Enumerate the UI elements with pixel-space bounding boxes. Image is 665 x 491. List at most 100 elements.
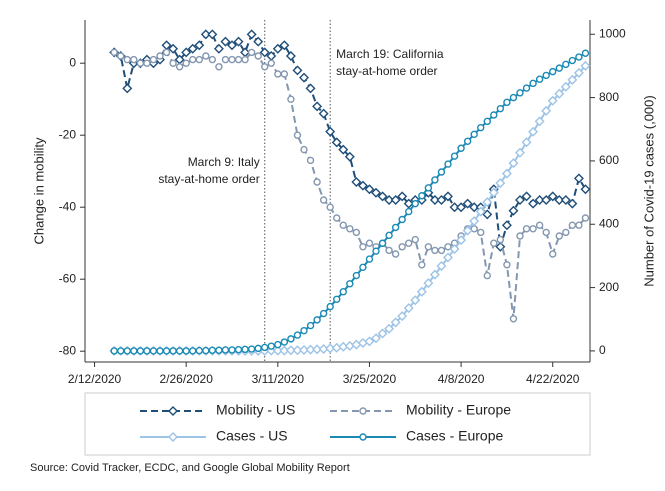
marker-circle <box>391 223 400 232</box>
marker-diamond <box>227 40 237 51</box>
marker-circle <box>424 243 433 251</box>
marker-diamond <box>482 209 493 220</box>
marker-diamond <box>168 43 179 54</box>
marker-circle <box>470 130 478 139</box>
marker-circle <box>411 199 419 208</box>
marker-circle <box>496 235 505 244</box>
y-tick-label: -40 <box>59 199 77 213</box>
marker-circle <box>123 347 131 355</box>
annotation-text: stay-at-home order <box>336 64 437 78</box>
marker-circle <box>254 344 262 353</box>
marker-diamond <box>318 108 329 119</box>
marker-circle <box>522 84 531 92</box>
marker-diamond <box>220 36 231 47</box>
marker-circle <box>136 347 145 355</box>
marker-circle <box>339 221 347 229</box>
x-tick-label: 4/22/2020 <box>526 372 580 386</box>
annotation-text: March 9: Italy <box>188 155 260 169</box>
marker-circle <box>385 246 393 255</box>
marker-circle <box>431 176 439 184</box>
source-note: Source: Covid Tracker, ECDC, and Google … <box>30 462 350 474</box>
marker-circle <box>247 48 256 57</box>
marker-diamond <box>285 51 296 61</box>
marker-circle <box>490 111 498 119</box>
marker-diamond <box>560 81 571 92</box>
marker-circle <box>424 184 433 192</box>
marker-circle <box>346 280 354 288</box>
marker-diamond <box>501 220 512 231</box>
marker-diamond <box>390 317 401 328</box>
marker-diamond <box>521 137 532 148</box>
marker-circle <box>398 243 406 251</box>
marker-diamond <box>534 116 545 127</box>
marker-diamond <box>469 216 480 227</box>
x-tick-label: 4/8/2020 <box>438 372 485 386</box>
marker-circle <box>346 225 354 233</box>
marker-diamond <box>351 177 362 187</box>
marker-circle <box>457 144 465 152</box>
marker-circle <box>529 225 537 233</box>
marker-diamond <box>456 202 467 213</box>
y2-tick-label: 400 <box>599 216 619 230</box>
marker-diamond <box>515 195 525 205</box>
marker-circle <box>339 288 347 296</box>
marker-circle <box>352 228 361 237</box>
marker-circle <box>267 342 275 350</box>
marker-circle <box>149 55 158 64</box>
marker-circle <box>463 137 472 145</box>
marker-circle <box>143 347 151 355</box>
marker-diamond <box>344 340 355 351</box>
marker-circle <box>529 79 537 88</box>
marker-circle <box>313 178 321 186</box>
marker-diamond <box>194 40 205 51</box>
y2-axis-title: Number of Covid-19 cases (,000) <box>641 95 656 286</box>
marker-diamond <box>272 345 283 356</box>
x-tick-label: 3/11/2020 <box>252 372 305 386</box>
marker-diamond <box>371 333 381 344</box>
marker-circle <box>261 343 269 352</box>
marker-circle <box>117 347 125 355</box>
marker-circle <box>175 63 184 71</box>
marker-diamond <box>410 295 421 306</box>
marker-diamond <box>299 72 309 83</box>
marker-circle <box>535 75 544 83</box>
marker-circle <box>365 239 374 247</box>
y2-tick-label: 0 <box>599 343 606 357</box>
annotation-text: March 19: California <box>336 47 444 61</box>
marker-circle <box>516 232 524 240</box>
marker-diamond <box>371 187 381 198</box>
marker-diamond <box>122 83 133 94</box>
marker-diamond <box>456 235 467 246</box>
marker-diamond <box>259 47 270 58</box>
marker-circle <box>247 345 256 353</box>
marker-circle <box>483 271 491 280</box>
marker-diamond <box>246 29 257 40</box>
marker-circle <box>195 55 203 64</box>
marker-circle <box>162 347 171 355</box>
marker-diamond <box>580 60 591 71</box>
legend-label: Cases - US <box>216 428 288 444</box>
marker-circle <box>575 221 583 229</box>
marker-circle <box>221 346 230 354</box>
marker-circle <box>228 346 236 354</box>
marker-circle <box>280 338 289 346</box>
marker-circle <box>306 156 315 165</box>
y2-tick-label: 800 <box>599 90 619 104</box>
legend-marker <box>168 406 178 416</box>
legend-label: Mobility - Europe <box>406 402 511 418</box>
marker-diamond <box>547 95 558 106</box>
marker-circle <box>287 95 295 103</box>
marker-diamond <box>423 278 434 289</box>
marker-circle <box>280 70 289 78</box>
marker-diamond <box>449 243 460 254</box>
marker-circle <box>136 59 145 67</box>
marker-diamond <box>443 252 453 263</box>
marker-circle <box>261 63 269 71</box>
marker-diamond <box>547 191 558 202</box>
marker-diamond <box>475 206 486 217</box>
marker-circle <box>319 309 328 318</box>
marker-circle <box>254 52 262 60</box>
marker-circle <box>496 104 505 113</box>
marker-circle <box>522 225 531 233</box>
